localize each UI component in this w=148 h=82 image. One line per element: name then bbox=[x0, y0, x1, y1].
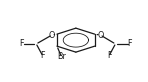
Text: O: O bbox=[97, 31, 104, 40]
Text: F: F bbox=[128, 39, 132, 48]
Text: F: F bbox=[107, 51, 111, 60]
Text: F: F bbox=[20, 39, 24, 48]
Text: F: F bbox=[40, 51, 45, 60]
Text: O: O bbox=[49, 31, 55, 40]
Text: Br: Br bbox=[57, 52, 66, 61]
